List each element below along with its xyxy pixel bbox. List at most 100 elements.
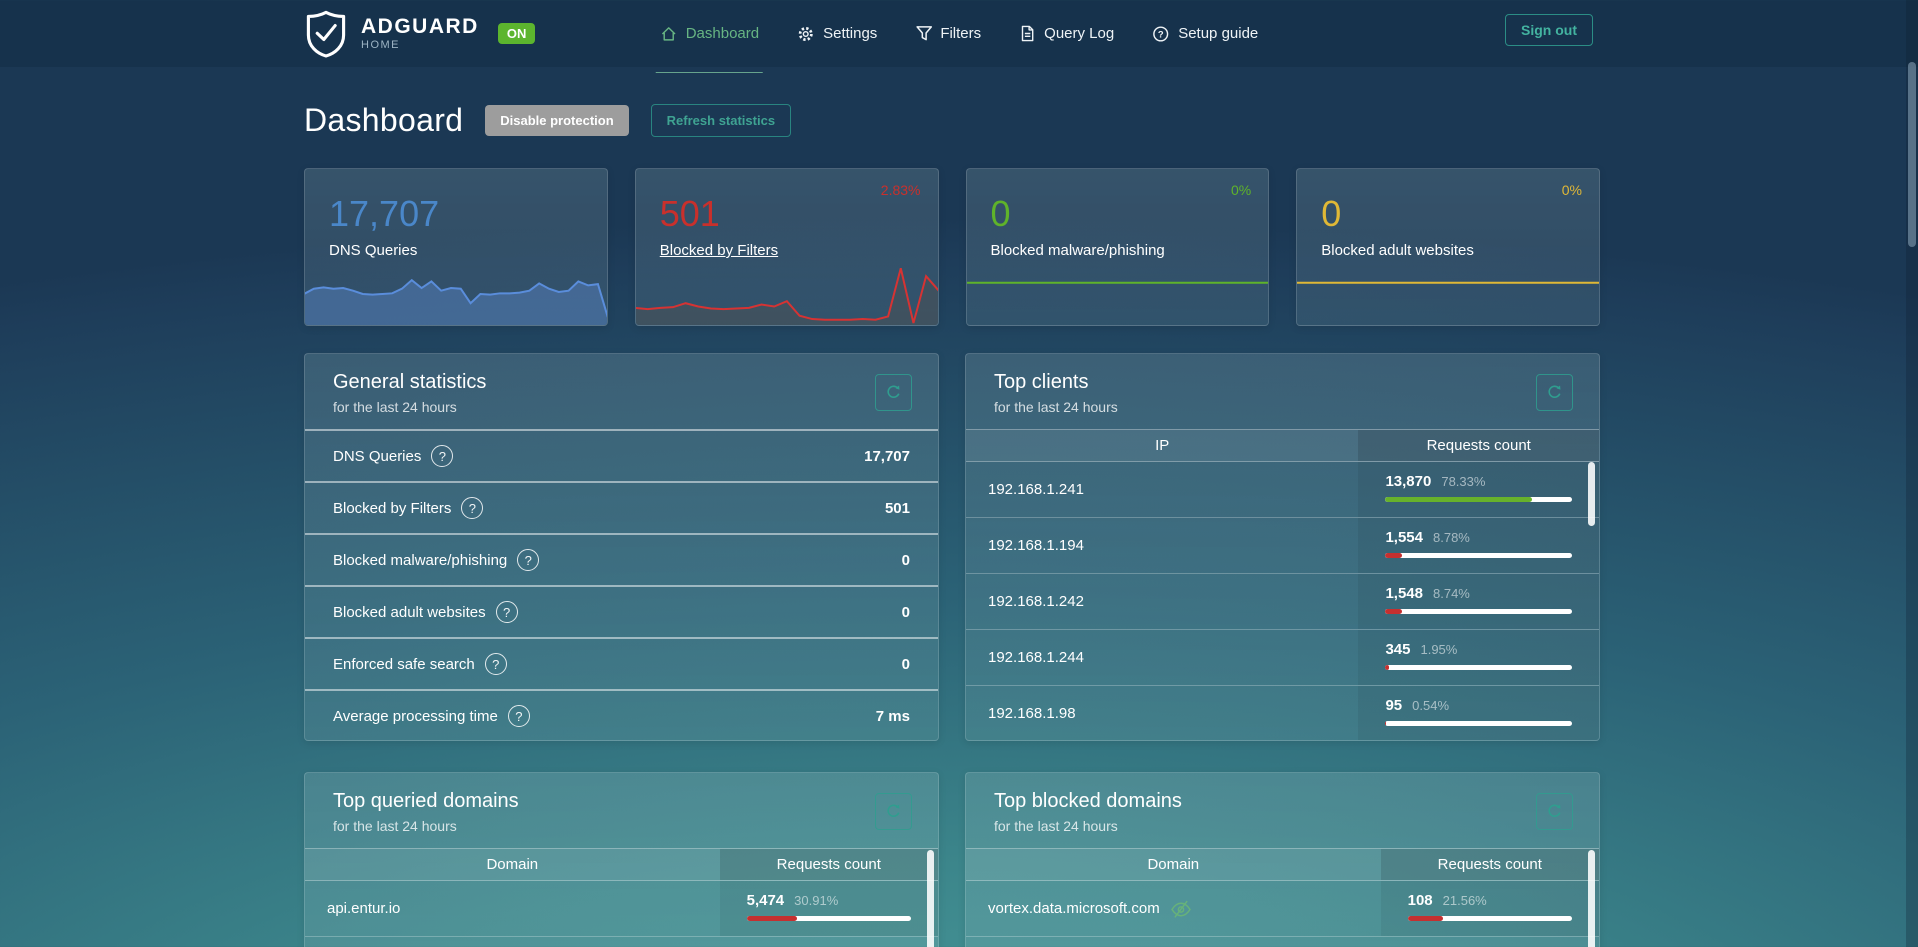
general-stat-label-text: DNS Queries [333, 447, 422, 465]
general-stat-label: Average processing time? [333, 705, 530, 727]
stat-card-label: DNS Queries [329, 242, 418, 259]
logo-product: HOME [361, 39, 400, 51]
nav-item-label: Filters [940, 25, 982, 42]
progress-bar [1385, 609, 1572, 614]
requests-count-value: 95 [1385, 697, 1403, 714]
stat-cards-row: 17,707 DNS Queries 2.83% 501 Blocked by Filt… [304, 168, 1600, 326]
nav-item-settings[interactable]: Settings [797, 0, 877, 67]
help-icon[interactable]: ? [517, 549, 540, 571]
requests-count-value: 345 [1385, 641, 1411, 658]
client-ip-cell: 192.168.1.244 [966, 630, 1358, 685]
progress-bar [746, 916, 911, 921]
progress-bar-fill [1385, 553, 1402, 558]
general-stat-value: 501 [884, 499, 910, 517]
stat-card-dns-queries: 17,707 DNS Queries [304, 168, 608, 326]
refresh-icon[interactable] [1536, 793, 1573, 830]
refresh-icon[interactable] [875, 793, 912, 830]
panel-scrollbar-thumb[interactable] [927, 850, 934, 947]
panel-scrollbar-thumb[interactable] [1588, 462, 1595, 526]
client-ip-cell: 192.168.1.98 [966, 686, 1358, 740]
stat-card-value: 501 [659, 193, 720, 234]
nav-item-label: Setup guide [1178, 25, 1259, 42]
sparkline-chart [635, 259, 938, 325]
refresh-icon[interactable] [1536, 374, 1573, 411]
disable-protection-button[interactable]: Disable protection [485, 104, 629, 136]
requests-count-cell: 13,870 78.33% [1358, 462, 1599, 517]
top-clients-panel: Top clients for the last 24 hours IP Req… [965, 353, 1600, 741]
panel-scrollbar-thumb[interactable] [1588, 850, 1595, 947]
general-stat-row-enforced-safe-search: Enforced safe search? 0 [305, 637, 938, 689]
page-title: Dashboard [304, 101, 464, 138]
svg-text:?: ? [1158, 29, 1164, 40]
general-stat-label: Blocked malware/phishing? [333, 549, 540, 571]
stat-card-value: 17,707 [329, 193, 440, 234]
nav-item-filters[interactable]: Filters [915, 0, 981, 67]
stat-card-blocked-malware-phishing: 0% 0 Blocked malware/phishing [965, 168, 1270, 326]
help-icon[interactable]: ? [461, 497, 484, 519]
general-stat-row-blocked-by-filters: Blocked by Filters? 501 [305, 481, 938, 533]
client-ip-cell: 192.168.1.241 [966, 462, 1358, 517]
domain-cell: vortex.data.microsoft.com [966, 881, 1381, 936]
panel-title: General statistics [333, 371, 487, 393]
stat-card-label[interactable]: Blocked by Filters [659, 242, 779, 259]
client-ip-cell: 192.168.1.194 [966, 518, 1358, 573]
requests-count-cell: 1,548 8.74% [1358, 574, 1599, 629]
progress-bar [1385, 721, 1572, 726]
window-scrollbar[interactable] [1906, 0, 1918, 947]
general-stat-label: Blocked by Filters? [333, 497, 484, 519]
panel-subtitle: for the last 24 hours [333, 399, 457, 415]
panel-title: Top queried domains [333, 790, 519, 812]
top-navbar: ADGUARD HOME ON Dashboard Settings Filters… [0, 0, 1918, 73]
refresh-icon[interactable] [875, 374, 912, 411]
sign-out-button[interactable]: Sign out [1505, 14, 1593, 46]
client-ip[interactable]: 192.168.1.241 [988, 481, 1084, 498]
sparkline-chart [304, 259, 607, 325]
progress-bar [1385, 665, 1572, 670]
refresh-statistics-button[interactable]: Refresh statistics [650, 103, 792, 137]
nav-item-query-log[interactable]: Query Log [1019, 0, 1114, 67]
help-icon[interactable]: ? [484, 653, 507, 675]
help-icon[interactable]: ? [431, 445, 454, 467]
client-ip[interactable]: 192.168.1.194 [988, 537, 1084, 554]
general-stat-row-average-processing-time: Average processing time? 7 ms [305, 689, 938, 740]
panel-subtitle: for the last 24 hours [333, 818, 457, 834]
help-icon[interactable]: ? [507, 705, 530, 727]
client-row: 192.168.1.241 13,870 78.33% [966, 462, 1599, 518]
requests-percent: 78.33% [1441, 474, 1486, 489]
stat-card-percent: 0% [1561, 182, 1582, 198]
domain-row: vortex.data.microsoft.com 108 21.56% [966, 881, 1599, 937]
requests-count-value: 1,554 [1385, 529, 1423, 546]
stat-card-label: Blocked malware/phishing [990, 242, 1165, 259]
progress-bar [1385, 553, 1572, 558]
stat-card-blocked-adult-websites: 0% 0 Blocked adult websites [1296, 168, 1600, 326]
general-stat-label-text: Enforced safe search [333, 655, 475, 673]
help-icon: ? [1152, 25, 1170, 43]
progress-bar-fill [1407, 916, 1444, 921]
progress-bar [1385, 497, 1572, 502]
main-content: Dashboard Disable protection Refresh sta… [304, 67, 1600, 947]
window-scrollbar-thumb[interactable] [1908, 62, 1916, 247]
general-stat-value: 7 ms [875, 707, 910, 725]
general-stat-label-text: Average processing time [333, 707, 498, 725]
client-ip[interactable]: 192.168.1.98 [988, 705, 1076, 722]
panel-title: Top clients [994, 371, 1089, 393]
requests-count-value: 5,474 [746, 892, 785, 909]
domain-name[interactable]: vortex.data.microsoft.com [988, 900, 1160, 917]
general-stat-label: Enforced safe search? [333, 653, 507, 675]
requests-percent: 21.56% [1442, 893, 1487, 908]
nav-item-setup-guide[interactable]: ? Setup guide [1152, 0, 1258, 67]
client-row: 192.168.1.244 345 1.95% [966, 630, 1599, 686]
gear-icon [797, 25, 815, 43]
nav-item-dashboard[interactable]: Dashboard [655, 0, 764, 73]
general-statistics-panel: General statistics for the last 24 hours… [304, 353, 939, 741]
nav-item-label: Query Log [1044, 25, 1115, 42]
nav-menu: Dashboard Settings Filters Query Log? Setup … [655, 0, 1258, 73]
client-ip[interactable]: 192.168.1.244 [988, 649, 1084, 666]
client-ip[interactable]: 192.168.1.242 [988, 593, 1084, 610]
help-icon[interactable]: ? [495, 601, 518, 623]
document-icon [1019, 25, 1036, 42]
client-row: 192.168.1.194 1,554 8.78% [966, 518, 1599, 574]
domain-name[interactable]: api.entur.io [327, 900, 401, 917]
client-row: 192.168.1.98 95 0.54% [966, 686, 1599, 740]
funnel-icon [915, 25, 932, 42]
